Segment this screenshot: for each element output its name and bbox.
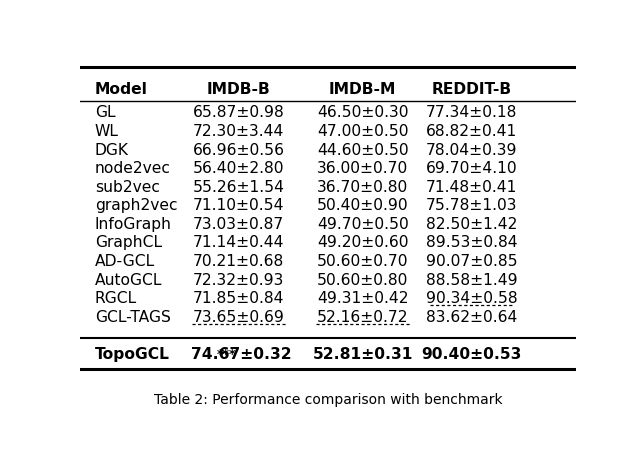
Text: InfoGraph: InfoGraph: [95, 216, 172, 232]
Text: RGCL: RGCL: [95, 290, 137, 306]
Text: 73.03±0.87: 73.03±0.87: [193, 216, 284, 232]
Text: 77.34±0.18: 77.34±0.18: [426, 105, 518, 120]
Text: 52.16±0.72: 52.16±0.72: [317, 309, 408, 324]
Text: IMDB-B: IMDB-B: [207, 82, 271, 97]
Text: graph2vec: graph2vec: [95, 198, 177, 213]
Text: 50.60±0.70: 50.60±0.70: [317, 253, 408, 269]
Text: 47.00±0.50: 47.00±0.50: [317, 124, 408, 138]
Text: REDDIT-B: REDDIT-B: [432, 82, 512, 97]
Text: 71.10±0.54: 71.10±0.54: [193, 198, 284, 213]
Text: 73.65±0.69: 73.65±0.69: [193, 309, 285, 324]
Text: 74.67±0.32: 74.67±0.32: [191, 346, 291, 362]
Text: sub2vec: sub2vec: [95, 179, 160, 194]
Text: 72.30±3.44: 72.30±3.44: [193, 124, 284, 138]
Text: 49.70±0.50: 49.70±0.50: [317, 216, 408, 232]
Text: DGK: DGK: [95, 142, 129, 157]
Text: 46.50±0.30: 46.50±0.30: [317, 105, 408, 120]
Text: GL: GL: [95, 105, 115, 120]
Text: 90.07±0.85: 90.07±0.85: [426, 253, 518, 269]
Text: 56.40±2.80: 56.40±2.80: [193, 161, 284, 175]
Text: 70.21±0.68: 70.21±0.68: [193, 253, 284, 269]
Text: Table 2: Performance comparison with benchmark: Table 2: Performance comparison with ben…: [154, 393, 502, 407]
Text: 90.34±0.58: 90.34±0.58: [426, 290, 518, 306]
Text: 71.85±0.84: 71.85±0.84: [193, 290, 284, 306]
Text: 36.70±0.80: 36.70±0.80: [317, 179, 408, 194]
Text: 78.04±0.39: 78.04±0.39: [426, 142, 518, 157]
Text: 55.26±1.54: 55.26±1.54: [193, 179, 285, 194]
Text: GCL-TAGS: GCL-TAGS: [95, 309, 171, 324]
Text: AutoGCL: AutoGCL: [95, 272, 163, 287]
Text: WL: WL: [95, 124, 119, 138]
Text: 88.58±1.49: 88.58±1.49: [426, 272, 518, 287]
Text: 50.60±0.80: 50.60±0.80: [317, 272, 408, 287]
Text: 71.48±0.41: 71.48±0.41: [426, 179, 518, 194]
Text: 65.87±0.98: 65.87±0.98: [193, 105, 285, 120]
Text: 75.78±1.03: 75.78±1.03: [426, 198, 518, 213]
Text: 49.31±0.42: 49.31±0.42: [317, 290, 408, 306]
Text: 68.82±0.41: 68.82±0.41: [426, 124, 518, 138]
Text: 36.00±0.70: 36.00±0.70: [317, 161, 408, 175]
Text: 72.32±0.93: 72.32±0.93: [193, 272, 284, 287]
Text: 90.40±0.53: 90.40±0.53: [422, 346, 522, 362]
Text: 44.60±0.50: 44.60±0.50: [317, 142, 408, 157]
Text: 49.20±0.60: 49.20±0.60: [317, 235, 408, 250]
Text: ***: ***: [217, 347, 236, 360]
Text: 82.50±1.42: 82.50±1.42: [426, 216, 518, 232]
Text: node2vec: node2vec: [95, 161, 171, 175]
Text: 69.70±4.10: 69.70±4.10: [426, 161, 518, 175]
Text: 83.62±0.64: 83.62±0.64: [426, 309, 518, 324]
Text: 52.81±0.31: 52.81±0.31: [312, 346, 413, 362]
Text: 89.53±0.84: 89.53±0.84: [426, 235, 518, 250]
Text: TopoGCL: TopoGCL: [95, 346, 170, 362]
Text: 50.40±0.90: 50.40±0.90: [317, 198, 408, 213]
Text: Model: Model: [95, 82, 148, 97]
Text: AD-GCL: AD-GCL: [95, 253, 155, 269]
Text: 66.96±0.56: 66.96±0.56: [193, 142, 285, 157]
Text: IMDB-M: IMDB-M: [329, 82, 396, 97]
Text: 71.14±0.44: 71.14±0.44: [193, 235, 284, 250]
Text: GraphCL: GraphCL: [95, 235, 162, 250]
